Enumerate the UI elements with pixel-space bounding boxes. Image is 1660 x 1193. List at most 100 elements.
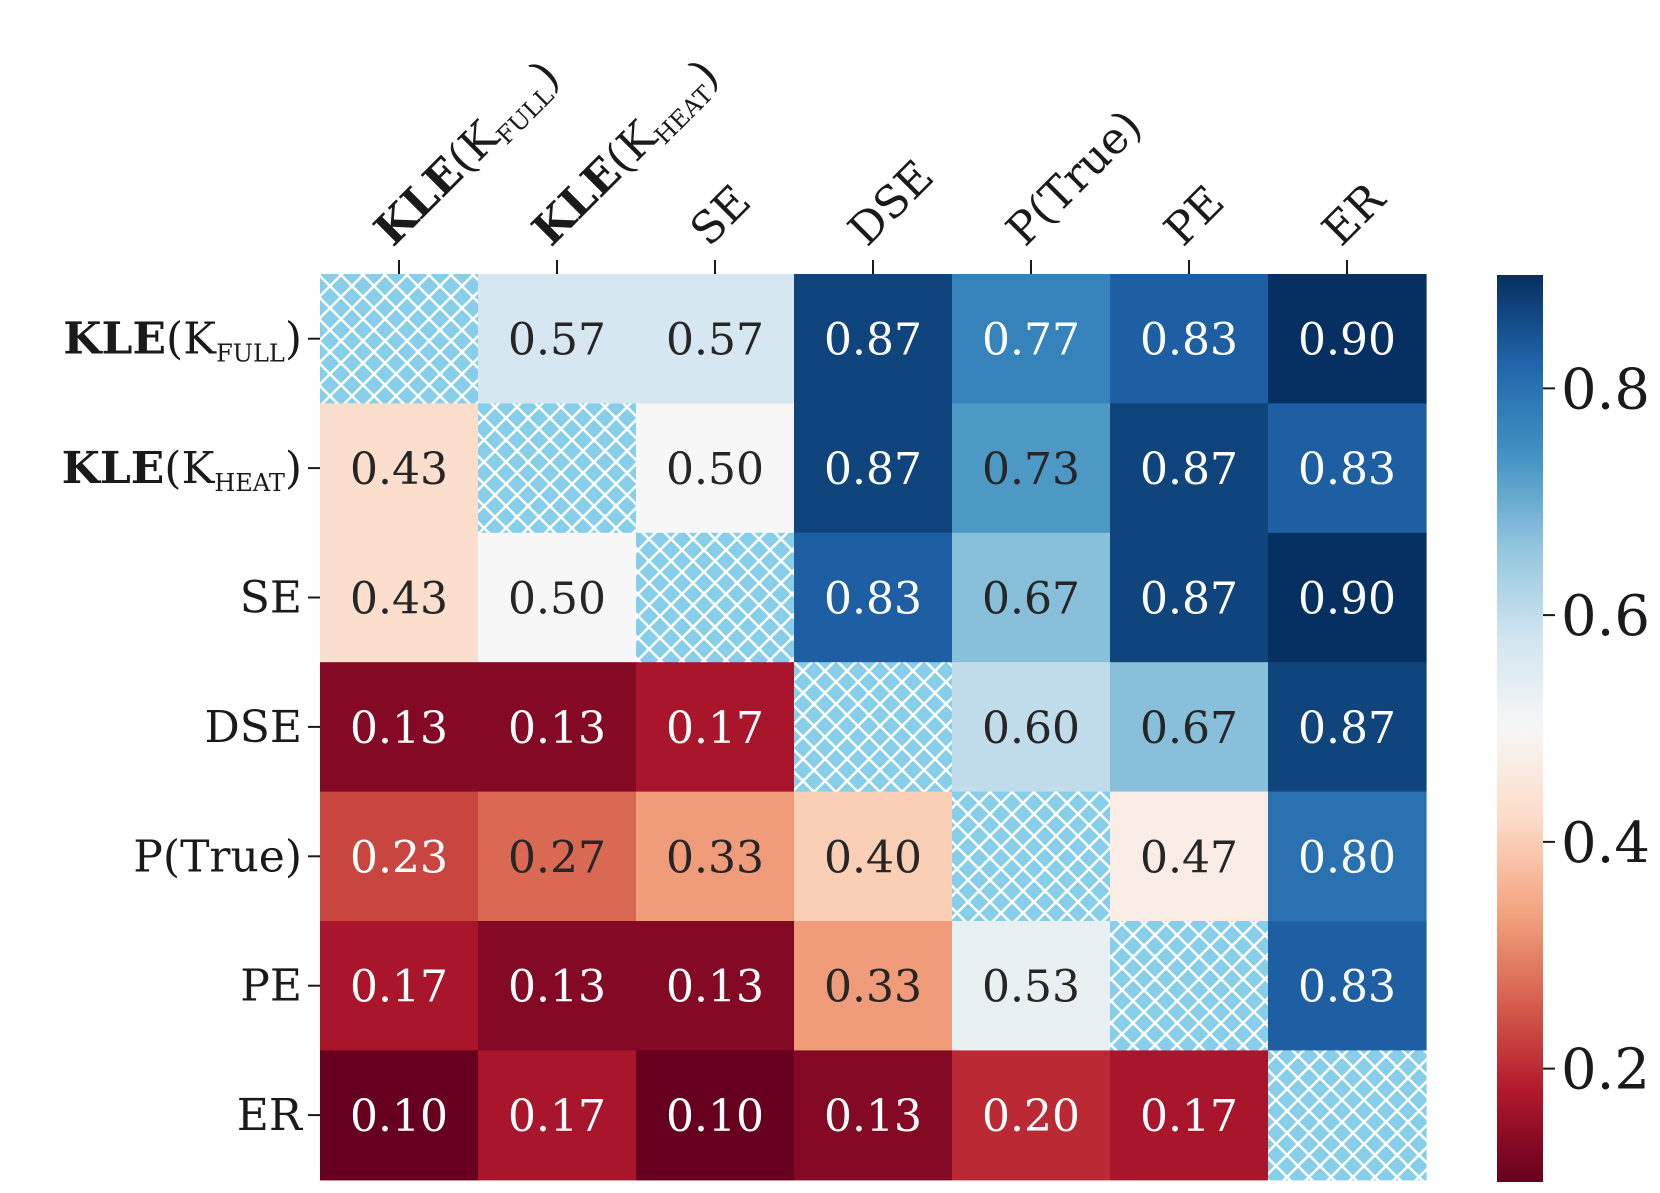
row-label: KLE(KFULL) bbox=[63, 314, 302, 368]
cell-value-label: 0.87 bbox=[1140, 444, 1238, 495]
heatmap-cell bbox=[794, 1050, 953, 1181]
diagonal-cell-5 bbox=[1110, 921, 1269, 1051]
cell-value-label: 0.43 bbox=[350, 574, 448, 625]
heatmap-cell bbox=[952, 403, 1111, 534]
diagonal-cell-4 bbox=[952, 791, 1111, 922]
heatmap-cell bbox=[636, 403, 795, 534]
cell-value-label: 0.17 bbox=[1140, 1091, 1238, 1142]
column-label: SE bbox=[681, 176, 761, 256]
cell-value-label: 0.10 bbox=[666, 1091, 764, 1142]
cell-value-label: 0.53 bbox=[982, 962, 1080, 1013]
cell-value-label: 0.80 bbox=[1298, 832, 1396, 883]
cell-value-label: 0.87 bbox=[824, 315, 922, 366]
heatmap-cell bbox=[952, 532, 1111, 663]
heatmap-cell bbox=[1268, 274, 1427, 404]
column-label: P(True) bbox=[997, 100, 1152, 255]
cell-value-label: 0.13 bbox=[350, 703, 448, 754]
row-label: P(True) bbox=[133, 831, 302, 882]
row-labels: KLE(KFULL) KLE(KHEAT) SE DSE P(True) PE ER bbox=[62, 314, 320, 1141]
cell-value-label: 0.33 bbox=[824, 962, 922, 1013]
cell-value-label: 0.60 bbox=[982, 703, 1080, 754]
diagonal-cell-3 bbox=[794, 662, 953, 793]
heatmap-cell bbox=[320, 921, 479, 1051]
heatmap-cell bbox=[1110, 274, 1269, 404]
heatmap-cell bbox=[794, 532, 953, 663]
cell-value-label: 0.17 bbox=[666, 703, 764, 754]
heatmap-cell bbox=[320, 532, 479, 663]
heatmap-cell bbox=[1110, 791, 1269, 922]
diagonal-cell-1 bbox=[478, 403, 637, 534]
diagonal-cell-2 bbox=[636, 532, 795, 663]
heatmap-cell bbox=[1268, 532, 1427, 663]
heatmap-cell bbox=[478, 274, 637, 404]
diagonal-cell-6 bbox=[1268, 1050, 1427, 1181]
cell-value-label: 0.67 bbox=[1140, 703, 1238, 754]
colorbar-tick-label: 0.2 bbox=[1561, 1038, 1650, 1103]
heatmap-cell bbox=[1268, 921, 1427, 1051]
cell-value-label: 0.83 bbox=[1298, 444, 1396, 495]
heatmap-cell bbox=[478, 532, 637, 663]
cell-value-label: 0.83 bbox=[1298, 962, 1396, 1013]
diagonal-cell-0 bbox=[320, 274, 479, 404]
cell-value-label: 0.90 bbox=[1298, 315, 1396, 366]
cell-value-label: 0.17 bbox=[350, 962, 448, 1013]
heatmap-cell bbox=[320, 662, 479, 793]
cell-value-label: 0.33 bbox=[666, 832, 764, 883]
heatmap-cell bbox=[952, 662, 1111, 793]
heatmap-cell bbox=[1110, 1050, 1269, 1181]
heatmap-cell bbox=[794, 403, 953, 534]
cell-value-label: 0.20 bbox=[982, 1091, 1080, 1142]
cell-value-label: 0.83 bbox=[824, 574, 922, 625]
colorbar: 0.2 0.4 0.6 0.8 bbox=[1497, 275, 1650, 1182]
heatmap-cell bbox=[320, 403, 479, 534]
column-labels: KLE(KFULL)KLE(KHEAT)SE DSE P(True) PE ER bbox=[365, 50, 1397, 274]
cell-value-label: 0.87 bbox=[1298, 703, 1396, 754]
cell-value-label: 0.57 bbox=[508, 315, 606, 366]
heatmap-cell bbox=[1268, 791, 1427, 922]
heatmap-cell bbox=[794, 274, 953, 404]
colorbar-tick-label: 0.4 bbox=[1561, 811, 1650, 876]
heatmap-cell bbox=[952, 921, 1111, 1051]
heatmap-cell bbox=[1110, 662, 1269, 793]
heatmap-cell bbox=[1268, 403, 1427, 534]
cell-value-label: 0.77 bbox=[982, 315, 1080, 366]
column-label: PE bbox=[1155, 176, 1235, 256]
colorbar-tick-label: 0.8 bbox=[1561, 357, 1650, 422]
row-label: PE bbox=[240, 961, 302, 1012]
heatmap-cell bbox=[320, 791, 479, 922]
colorbar-gradient bbox=[1497, 275, 1543, 1182]
cell-value-label: 0.23 bbox=[350, 832, 448, 883]
cell-value-label: 0.43 bbox=[350, 444, 448, 495]
cell-value-label: 0.27 bbox=[508, 832, 606, 883]
cell-value-label: 0.50 bbox=[508, 574, 606, 625]
cell-value-label: 0.13 bbox=[508, 962, 606, 1013]
row-label: ER bbox=[237, 1090, 304, 1141]
heatmap-cell bbox=[478, 791, 637, 922]
cell-value-label: 0.87 bbox=[824, 444, 922, 495]
heatmap-cell bbox=[320, 1050, 479, 1181]
colorbar-tick-label: 0.6 bbox=[1561, 584, 1650, 649]
heatmap-cell bbox=[636, 662, 795, 793]
heatmap-cell bbox=[478, 1050, 637, 1181]
cell-value-label: 0.73 bbox=[982, 444, 1080, 495]
row-label: SE bbox=[240, 573, 302, 624]
heatmap-cell bbox=[636, 274, 795, 404]
row-label: KLE(KHEAT) bbox=[62, 443, 302, 497]
row-label: DSE bbox=[204, 702, 302, 753]
heatmap-cell bbox=[1110, 403, 1269, 534]
heatmap-cell bbox=[478, 921, 637, 1051]
cell-value-label: 0.10 bbox=[350, 1091, 448, 1142]
column-label: ER bbox=[1313, 172, 1397, 256]
cell-value-label: 0.87 bbox=[1140, 574, 1238, 625]
cell-value-label: 0.17 bbox=[508, 1091, 606, 1142]
heatmap-cell bbox=[952, 1050, 1111, 1181]
heatmap-cells: 0.57 0.57 0.87 0.77 0.83 0.90 0.43 0.50 0.87 0.73… bbox=[320, 274, 1427, 1181]
cell-value-label: 0.13 bbox=[508, 703, 606, 754]
cell-value-label: 0.13 bbox=[666, 962, 764, 1013]
cell-value-label: 0.47 bbox=[1140, 832, 1238, 883]
cell-value-label: 0.90 bbox=[1298, 574, 1396, 625]
heatmap-cell bbox=[478, 662, 637, 793]
cell-value-label: 0.50 bbox=[666, 444, 764, 495]
heatmap-cell bbox=[1110, 532, 1269, 663]
